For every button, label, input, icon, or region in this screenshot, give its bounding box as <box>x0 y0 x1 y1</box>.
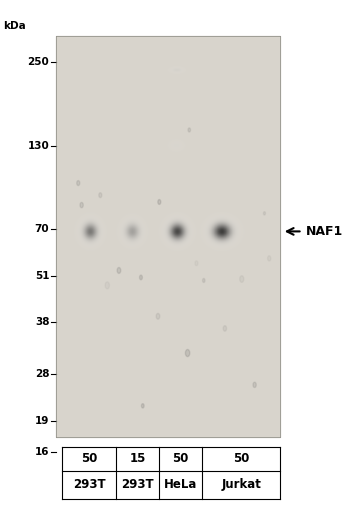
Circle shape <box>158 200 161 204</box>
Text: 250: 250 <box>28 57 49 68</box>
Circle shape <box>185 349 190 357</box>
Text: 293T: 293T <box>121 478 154 491</box>
Circle shape <box>223 326 227 331</box>
Text: kDa: kDa <box>3 21 26 31</box>
Circle shape <box>253 382 256 387</box>
Text: 51: 51 <box>35 270 49 281</box>
Text: NAF1: NAF1 <box>306 225 343 238</box>
Circle shape <box>99 193 102 198</box>
Text: 28: 28 <box>35 369 49 380</box>
Circle shape <box>139 275 142 280</box>
Circle shape <box>240 276 244 282</box>
Text: 50: 50 <box>233 452 249 465</box>
Circle shape <box>203 279 205 282</box>
Text: 16: 16 <box>35 447 49 458</box>
Circle shape <box>141 404 144 408</box>
Text: 293T: 293T <box>73 478 106 491</box>
Circle shape <box>77 180 80 186</box>
Circle shape <box>188 128 190 132</box>
Circle shape <box>117 267 121 274</box>
Circle shape <box>264 212 265 215</box>
Text: 15: 15 <box>129 452 146 465</box>
Circle shape <box>156 314 160 319</box>
Text: 70: 70 <box>35 224 49 234</box>
Text: 19: 19 <box>35 416 49 426</box>
Text: 38: 38 <box>35 317 49 328</box>
Bar <box>56 36 280 437</box>
Text: Jurkat: Jurkat <box>221 478 261 491</box>
Text: 50: 50 <box>172 452 189 465</box>
Text: 130: 130 <box>28 140 49 151</box>
Text: 50: 50 <box>81 452 97 465</box>
Text: HeLa: HeLa <box>164 478 197 491</box>
Circle shape <box>80 202 83 207</box>
